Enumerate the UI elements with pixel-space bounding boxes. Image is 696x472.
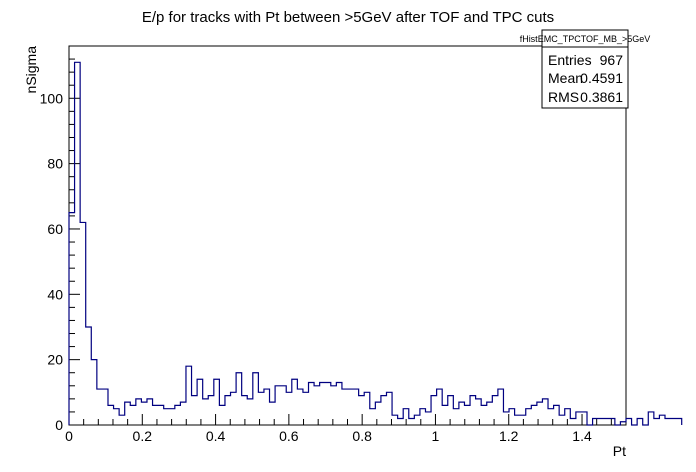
y-axis-title: nSigma <box>23 46 39 94</box>
stats-entries-value: 967 <box>600 52 624 68</box>
x-axis-title: Pt <box>613 443 626 459</box>
x-tick-label: 1 <box>432 428 440 444</box>
y-tick-label: 80 <box>47 156 63 172</box>
y-tick-label: 100 <box>40 90 64 106</box>
x-tick-label: 1.2 <box>499 428 519 444</box>
x-tick-label: 1.4 <box>572 428 592 444</box>
x-tick-label: 0.4 <box>206 428 226 444</box>
stats-rms-value: 0.3861 <box>580 89 623 105</box>
histogram-series-line <box>68 61 683 426</box>
y-tick-label: 40 <box>47 286 63 302</box>
stats-box: fHistEMC_TPCTOF_MB_>5GeV Entries 967 Mea… <box>520 29 651 109</box>
x-tick-label: 0.6 <box>279 428 299 444</box>
stats-box-name: fHistEMC_TPCTOF_MB_>5GeV <box>520 34 651 44</box>
y-tick-labels: 0 20 40 60 80 100 <box>40 90 64 433</box>
stats-entries-label: Entries <box>548 52 592 68</box>
x-tick-label: 0 <box>65 428 73 444</box>
y-tick-label: 60 <box>47 221 63 237</box>
stats-rms-label: RMS <box>548 89 579 105</box>
stats-mean-label: Mean <box>548 70 583 86</box>
chart-title: E/p for tracks with Pt between >5GeV aft… <box>142 9 554 26</box>
stats-box-frame <box>541 29 629 109</box>
stats-mean-value: 0.4591 <box>580 70 623 86</box>
x-tick-labels: 0 0.2 0.4 0.6 0.8 1 1.2 1.4 <box>65 428 592 444</box>
x-tick-label: 0.8 <box>352 428 372 444</box>
y-tick-label: 0 <box>55 417 63 433</box>
y-tick-label: 20 <box>47 352 63 368</box>
x-tick-label: 0.2 <box>133 428 153 444</box>
